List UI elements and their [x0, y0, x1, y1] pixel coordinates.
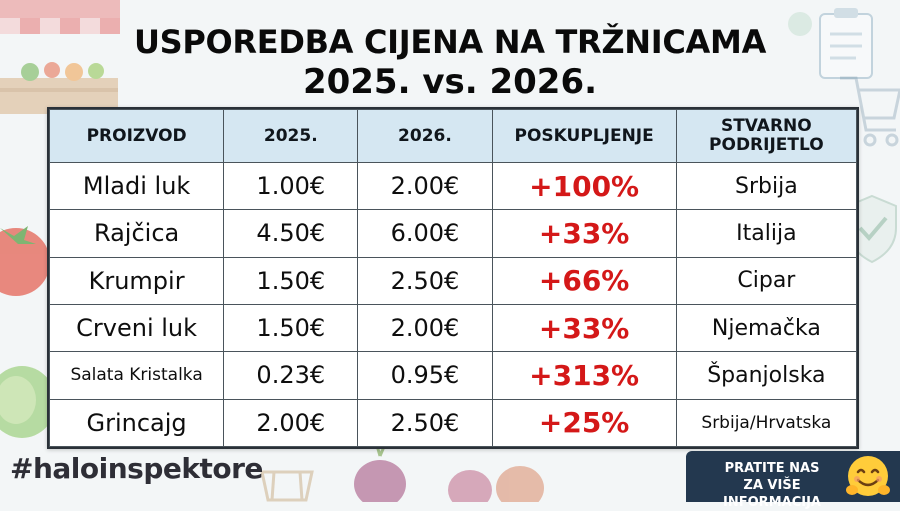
table-row: Mladi luk 1.00€ 2.00€ +100% Srbija [48, 161, 858, 211]
shield-check-icon [847, 194, 897, 264]
tomato-icon [0, 226, 50, 296]
cell-price-2025: 4.50€ [223, 209, 359, 258]
table-row: Crveni luk 1.50€ 2.00€ +33% Njemačka [48, 303, 858, 353]
cell-increase: +313% [491, 351, 677, 400]
header-origin: STVARNO PODRIJETLO [675, 109, 858, 163]
cell-price-2025: 1.50€ [223, 256, 359, 305]
table-row: Krumpir 1.50€ 2.50€ +66% Cipar [48, 256, 858, 305]
cell-product: Rajčica [48, 209, 225, 258]
cell-origin: Njemačka [675, 303, 858, 353]
cell-product: Salata Kristalka [48, 351, 225, 400]
smiling-face-emoji-icon [846, 456, 890, 496]
cell-increase: +33% [491, 303, 677, 353]
header-2025: 2025. [223, 109, 359, 163]
cell-price-2026: 2.50€ [357, 256, 493, 305]
cell-increase: +25% [491, 398, 677, 448]
follow-us-line-2: ZA VIŠE INFORMACIJA [723, 478, 821, 510]
cell-price-2025: 1.50€ [223, 303, 359, 353]
follow-us-text: PRATITE NAS ZA VIŠE INFORMACIJA [696, 460, 848, 511]
cell-origin: Cipar [675, 256, 858, 305]
hashtag-label: #haloinspektore [10, 452, 263, 485]
header-origin-line-1: STVARNO [720, 116, 812, 136]
header-increase: POSKUPLJENJE [491, 109, 677, 163]
follow-us-banner[interactable]: PRATITE NAS ZA VIŠE INFORMACIJA [686, 451, 900, 510]
cell-product: Grincajg [48, 398, 225, 448]
price-comparison-table: PROIZVOD 2025. 2026. POSKUPLJENJE STVARN… [47, 107, 859, 449]
cell-origin: Španjolska [675, 351, 858, 400]
cell-price-2026: 0.95€ [357, 351, 493, 400]
table-row: Salata Kristalka 0.23€ 0.95€ +313% Španj… [48, 351, 858, 400]
cell-origin: Srbija/Hrvatska [675, 398, 858, 448]
cell-price-2026: 2.50€ [357, 398, 493, 448]
cell-price-2025: 2.00€ [223, 398, 359, 448]
header-2026: 2026. [357, 109, 493, 163]
cell-increase: +66% [491, 256, 677, 305]
cell-price-2026: 2.00€ [357, 303, 493, 353]
cell-product: Mladi luk [48, 161, 225, 211]
title-line-2: 2025. vs. 2026. [302, 62, 598, 102]
shopping-cart-icon [840, 76, 900, 147]
table-header-row: PROIZVOD 2025. 2026. POSKUPLJENJE STVARN… [48, 109, 858, 163]
table-row: Rajčica 4.50€ 6.00€ +33% Italija [48, 209, 858, 258]
cell-product: Krumpir [48, 256, 225, 305]
follow-us-line-1: PRATITE NAS [724, 461, 820, 476]
title-line-1: USPOREDBA CIJENA NA TRŽNICAMA [133, 23, 767, 61]
cell-price-2026: 6.00€ [357, 209, 493, 258]
cell-increase: +100% [491, 161, 677, 211]
cell-price-2026: 2.00€ [357, 161, 493, 211]
lettuce-icon [0, 366, 56, 438]
page-title: USPOREDBA CIJENA NA TRŽNICAMA 2025. vs. … [0, 22, 900, 102]
header-product: PROIZVOD [48, 109, 225, 163]
cell-origin: Srbija [675, 161, 858, 211]
table-row: Grincajg 2.00€ 2.50€ +25% Srbija/Hrvatsk… [48, 398, 858, 448]
cell-increase: +33% [491, 209, 677, 258]
cell-origin: Italija [675, 209, 858, 258]
cell-price-2025: 1.00€ [223, 161, 359, 211]
cell-price-2025: 0.23€ [223, 351, 359, 400]
cell-product: Crveni luk [48, 303, 225, 353]
clipboard-icon [788, 8, 873, 79]
onion-icon [354, 441, 544, 502]
header-origin-line-2: PODRIJETLO [709, 135, 824, 155]
